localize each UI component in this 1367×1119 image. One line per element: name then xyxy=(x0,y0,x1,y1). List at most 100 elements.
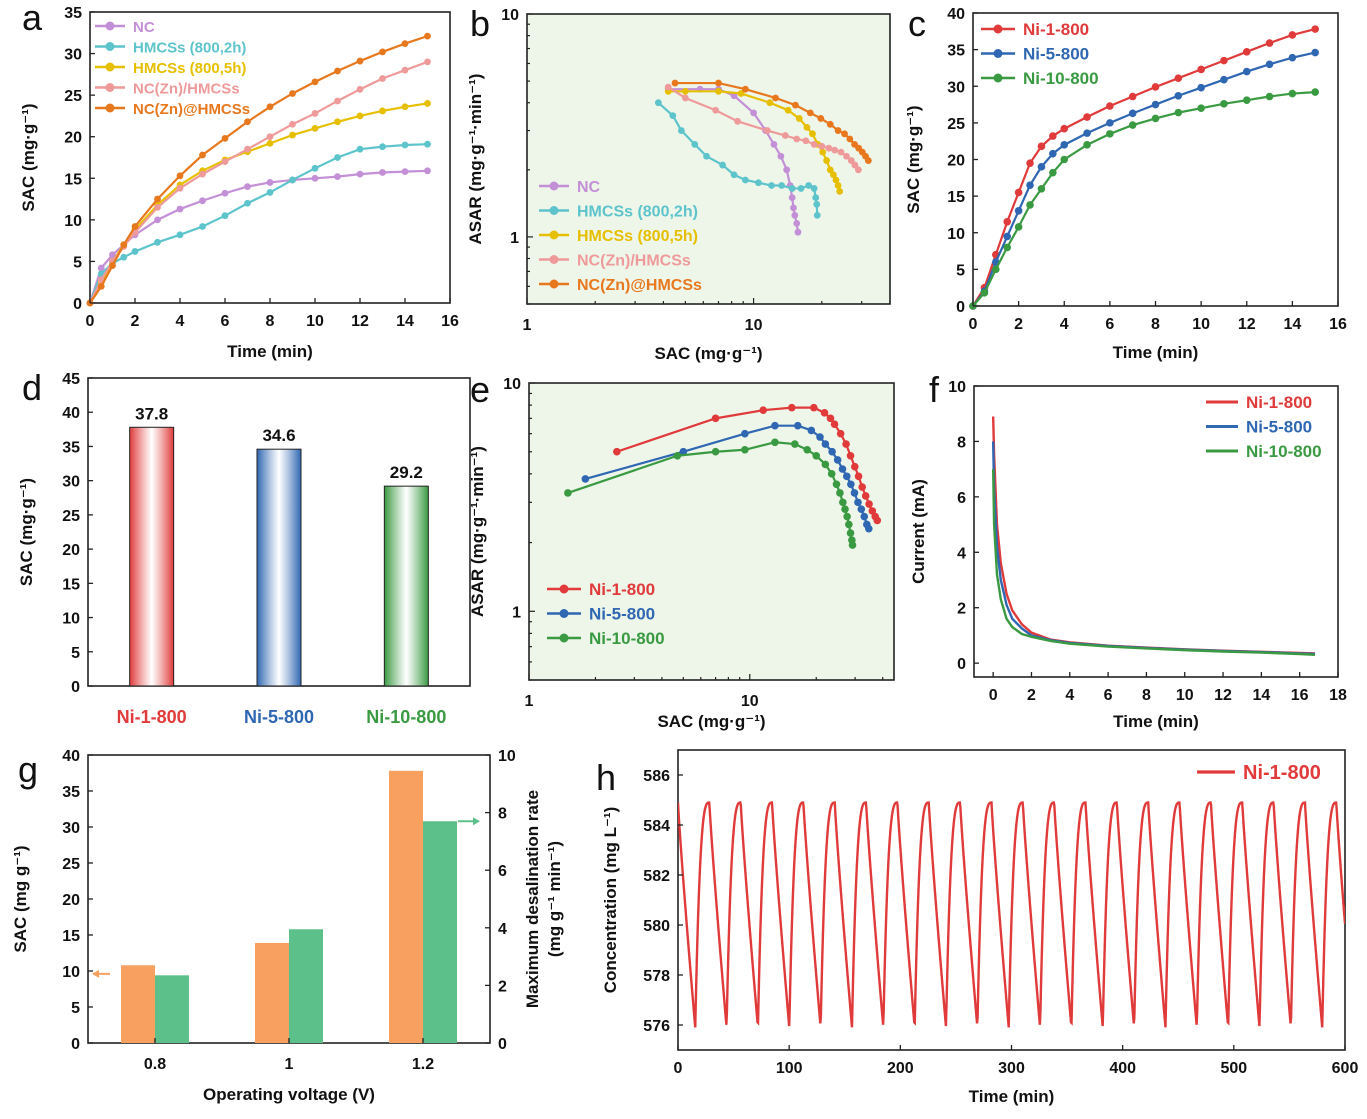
data-point-a xyxy=(311,110,319,117)
data-point-a xyxy=(176,205,184,213)
data-point-c xyxy=(1197,83,1205,92)
data-point-a xyxy=(131,248,139,255)
bar-rate-g xyxy=(423,821,457,1043)
data-point-b xyxy=(837,148,845,156)
data-point-c xyxy=(1174,74,1183,82)
data-point-e xyxy=(816,433,824,441)
x-tick-label-f: 0 xyxy=(989,687,998,704)
x-tick-label-h: 0 xyxy=(674,1060,683,1077)
data-point-b xyxy=(793,219,801,227)
series-line-h xyxy=(678,801,1345,1028)
data-point-a xyxy=(154,216,161,224)
y-tick-label-f: 0 xyxy=(957,656,966,673)
y-tick-label-h: 586 xyxy=(643,768,670,785)
legend-label-a: HMCSs (800,5h) xyxy=(133,60,246,77)
x-tick-label-a: 2 xyxy=(131,313,140,330)
data-point-a xyxy=(199,170,206,178)
data-point-c xyxy=(1049,168,1057,177)
y-tick-label-g: 0 xyxy=(71,1036,80,1053)
y-tick-label-a: 30 xyxy=(64,47,82,64)
legend-marker-c xyxy=(993,73,1003,83)
data-point-b xyxy=(812,194,820,202)
data-point-c xyxy=(1014,223,1023,231)
data-point-b xyxy=(671,79,679,87)
x-tick-label-c: 4 xyxy=(1060,316,1069,333)
series-line-c xyxy=(972,91,1316,307)
x-tick-label-g: 1 xyxy=(285,1056,294,1073)
data-point-b xyxy=(794,228,802,236)
y-tick-label-g: 20 xyxy=(62,892,80,909)
y-tick-label-g: 40 xyxy=(62,748,80,765)
x-tick-label-g: 0.8 xyxy=(144,1056,166,1073)
x-axis-title-a: Time (min) xyxy=(227,342,313,361)
data-point-e xyxy=(873,516,882,525)
y-tick-label-f: 4 xyxy=(957,545,966,562)
data-point-a xyxy=(244,199,251,207)
data-point-c xyxy=(1242,48,1251,56)
data-point-e xyxy=(711,447,720,456)
y-axis-title-g: SAC (mg g⁻¹) xyxy=(11,845,30,952)
data-point-b xyxy=(768,182,775,189)
data-point-c xyxy=(1174,91,1183,100)
data-point-c xyxy=(1265,60,1274,69)
data-point-c xyxy=(1197,104,1205,113)
bar-value-label-d: 34.6 xyxy=(262,426,295,445)
data-point-e xyxy=(860,512,869,521)
legend-label-e: Ni-5-800 xyxy=(589,605,655,624)
data-point-b xyxy=(805,182,813,189)
data-point-b xyxy=(734,117,741,125)
data-point-b xyxy=(826,166,834,174)
data-point-b xyxy=(806,109,814,117)
data-point-b xyxy=(795,115,803,122)
data-point-a xyxy=(334,67,341,75)
data-point-c xyxy=(1288,89,1297,98)
bar-sac-g xyxy=(121,965,155,1043)
y-axis-title-e: ASAR (mg·g⁻¹·min⁻¹) xyxy=(468,446,487,617)
data-point-b xyxy=(781,132,789,139)
y-tick-label-c: 20 xyxy=(947,153,965,170)
y-tick-label-a: 35 xyxy=(64,5,82,22)
x-category-label-d: Ni-5-800 xyxy=(244,707,314,727)
x-tick-label-h: 600 xyxy=(1332,1060,1359,1077)
data-point-e xyxy=(613,447,621,456)
y-tick-label-g: 15 xyxy=(62,928,80,945)
legend-label-a: HMCSs (800,2h) xyxy=(133,40,246,57)
data-point-c xyxy=(1083,113,1091,121)
data-point-e xyxy=(791,440,799,448)
data-point-b xyxy=(793,135,801,143)
data-point-c xyxy=(1265,39,1274,47)
y-tick-label-h: 584 xyxy=(643,818,670,835)
data-point-e xyxy=(836,429,845,438)
data-point-b xyxy=(851,161,859,169)
y-tick-label-e: 1 xyxy=(512,604,521,621)
y-tick-label-h: 580 xyxy=(643,918,670,935)
data-point-b xyxy=(788,185,796,192)
x-tick-label-a: 16 xyxy=(441,313,459,330)
data-point-c xyxy=(1026,181,1034,189)
data-point-c xyxy=(1265,92,1274,101)
data-point-a xyxy=(424,140,431,148)
data-point-b xyxy=(766,99,774,107)
data-point-c xyxy=(1060,124,1069,133)
data-point-a xyxy=(120,241,128,249)
data-point-a xyxy=(356,85,364,93)
y-tick-label-f: 10 xyxy=(948,379,966,396)
data-point-e xyxy=(771,438,779,447)
y-axis-title-b: ASAR (mg·g⁻¹·min⁻¹) xyxy=(466,74,485,245)
series-line-a xyxy=(89,35,428,304)
data-point-b xyxy=(802,137,810,145)
y-tick-label-b: 1 xyxy=(510,230,519,247)
data-point-b xyxy=(792,101,799,109)
legend-label-c: Ni-1-800 xyxy=(1023,20,1089,39)
x-tick-label-c: 10 xyxy=(1192,316,1210,333)
data-point-b xyxy=(664,83,672,91)
data-point-e xyxy=(741,445,749,454)
data-point-e xyxy=(841,505,849,514)
data-point-a xyxy=(154,195,161,203)
y-tick-label-h: 576 xyxy=(643,1018,670,1035)
y-tick-label-d: 45 xyxy=(62,371,80,388)
bar-d xyxy=(129,426,175,687)
data-point-c xyxy=(1151,83,1160,91)
x-tick-label-a: 8 xyxy=(266,313,275,330)
legend-label-c: Ni-10-800 xyxy=(1023,69,1099,88)
